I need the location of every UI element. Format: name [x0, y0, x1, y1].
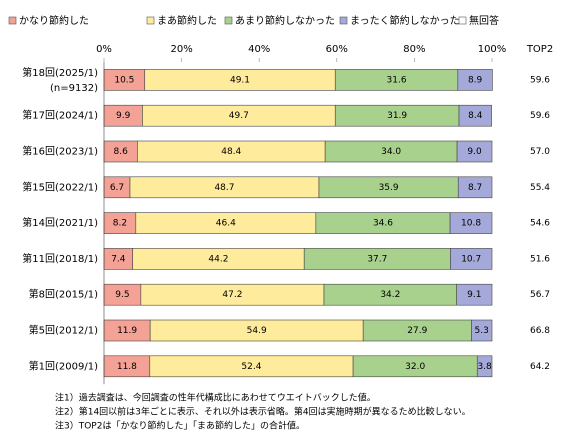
data-label: 11.9: [117, 326, 137, 336]
data-label: 3.8: [477, 362, 492, 372]
legend-label: まあ節約した: [157, 14, 217, 27]
data-label: 34.0: [381, 147, 401, 157]
x-tick-label: 0%: [96, 44, 112, 55]
y-tick-label: 第18回(2025/1): [22, 66, 98, 79]
bar-segment: [456, 283, 493, 306]
data-label: 10.5: [114, 75, 134, 85]
legend-label: あまり節約しなかった: [235, 14, 335, 27]
top2-value: 57.0: [530, 147, 550, 157]
data-label: 37.7: [367, 254, 387, 264]
data-label: 6.7: [110, 183, 124, 193]
data-label: 46.4: [216, 219, 236, 229]
data-label: 11.8: [117, 362, 137, 372]
y-tick-label: 第14回(2021/1): [22, 216, 98, 229]
footnote: 注3）TOP2は「かなり節約した」「まあ節約した」の合計値。: [55, 420, 305, 432]
y-tick-label: 第11回(2018/1): [22, 252, 98, 265]
data-label: 27.9: [407, 326, 427, 336]
data-label: 49.7: [229, 111, 249, 121]
data-label: 9.9: [116, 111, 131, 121]
legend-swatch: [458, 16, 467, 25]
y-tick-label: 第15回(2022/1): [22, 180, 98, 193]
x-tick-label: 80%: [403, 44, 425, 55]
top2-value: 59.6: [530, 111, 550, 121]
bar-segment: [471, 319, 493, 342]
data-label: 9.5: [115, 290, 129, 300]
top2-value: 55.4: [530, 183, 550, 193]
legend-swatch: [146, 16, 155, 25]
data-label: 54.9: [247, 326, 267, 336]
data-label: 5.3: [475, 326, 489, 336]
data-label: 35.9: [379, 183, 399, 193]
legend-label: かなり節約した: [19, 14, 89, 27]
y-tick-label: 第1回(2009/1): [29, 359, 98, 372]
data-label: 31.9: [387, 111, 407, 121]
x-tick-label: 100%: [478, 44, 507, 55]
data-label: 10.8: [461, 219, 481, 229]
y-tick-label: 第8回(2015/1): [29, 288, 98, 301]
data-label: 10.7: [461, 254, 481, 264]
data-label: 52.4: [241, 362, 261, 372]
data-label: 9.0: [467, 147, 482, 157]
data-label: 8.7: [468, 183, 482, 193]
top2-value: 51.6: [530, 254, 550, 264]
data-label: 32.0: [405, 362, 425, 372]
y-tick-label: 第17回(2024/1): [22, 109, 98, 122]
data-label: 8.2: [113, 219, 127, 229]
bar-segment: [457, 69, 493, 91]
data-label: 31.6: [387, 75, 407, 85]
legend-swatch: [8, 16, 17, 25]
data-label: 8.6: [114, 147, 129, 157]
y-tick-label: 第5回(2012/1): [29, 324, 98, 337]
legend-label: まったく節約しなかった: [350, 14, 460, 27]
data-label: 44.2: [208, 254, 228, 264]
top2-header: TOP2: [526, 44, 553, 55]
top2-value: 66.8: [530, 326, 550, 336]
top2-value: 59.6: [530, 75, 550, 85]
top2-value: 54.6: [530, 219, 550, 229]
sample-note: (n=9132): [50, 83, 98, 94]
x-tick-label: 40%: [248, 44, 270, 55]
bar-segment: [450, 248, 493, 270]
bar-segment: [457, 176, 493, 199]
legend-swatch: [224, 16, 233, 25]
top2-value: 64.2: [530, 362, 550, 372]
bar-segment: [456, 140, 493, 163]
data-label: 34.6: [373, 219, 393, 229]
legend-label: 無回答: [469, 14, 499, 27]
data-label: 49.1: [230, 75, 250, 85]
bar-segment: [449, 212, 493, 234]
bar-segment: [458, 104, 492, 127]
x-tick-label: 20%: [170, 44, 192, 55]
x-tick-label: 60%: [326, 44, 348, 55]
footnote: 注2）第14回以前は3年ごとに表示、それ以外は表示省略。第4回は実施時期が異なる…: [55, 406, 471, 418]
data-label: 34.2: [380, 290, 400, 300]
data-label: 48.4: [221, 147, 241, 157]
legend-swatch: [339, 16, 348, 25]
footnote: 注1）過去調査は、今回調査の性年代構成比にあわせてウエイトバックした値。: [55, 392, 376, 404]
data-label: 9.1: [467, 290, 481, 300]
top2-value: 56.7: [530, 290, 550, 300]
bar-segment: [476, 355, 493, 378]
data-label: 7.4: [111, 254, 126, 264]
data-label: 48.7: [214, 183, 234, 193]
y-tick-label: 第16回(2023/1): [22, 145, 98, 158]
data-label: 8.4: [468, 111, 483, 121]
data-label: 47.2: [222, 290, 242, 300]
data-label: 8.9: [468, 75, 483, 85]
